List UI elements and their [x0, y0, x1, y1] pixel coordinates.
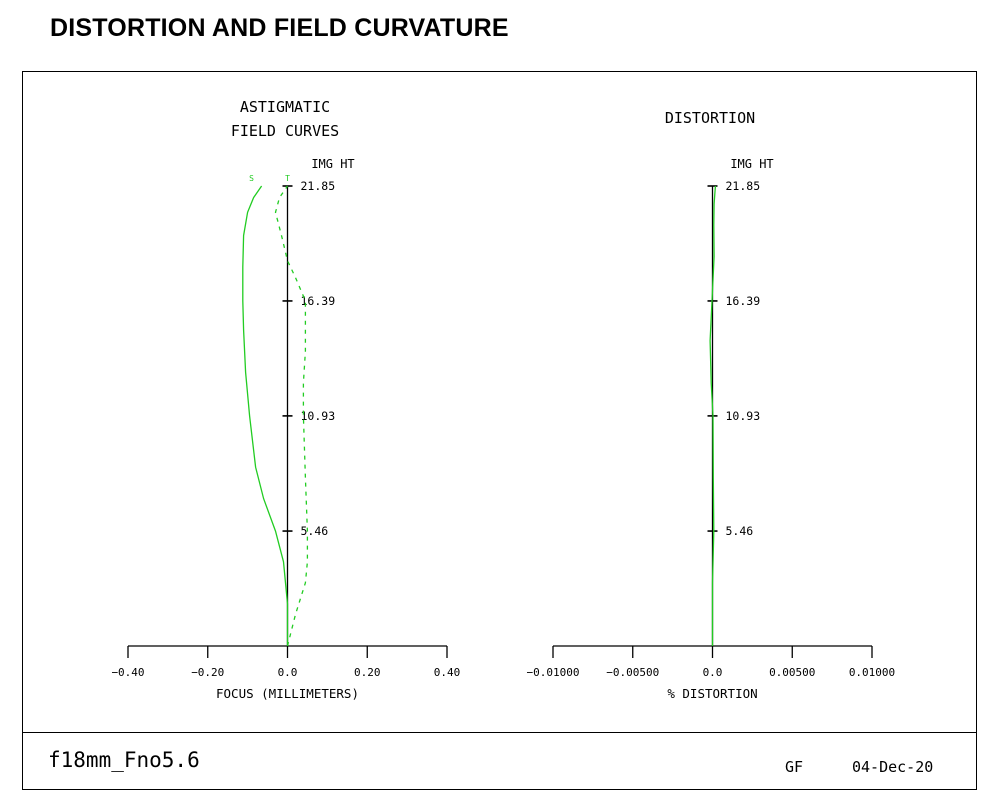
- chart-title: ASTIGMATIC: [240, 98, 330, 116]
- y-tick-label: 21.85: [726, 179, 761, 193]
- x-tick-label: 0.0: [278, 666, 298, 679]
- x-axis-label: % DISTORTION: [667, 686, 757, 701]
- x-tick-label: 0.40: [434, 666, 461, 679]
- plot-date: 04-Dec-20: [852, 758, 934, 776]
- x-tick-label: −0.40: [111, 666, 144, 679]
- astigmatic-field-curves-chart: ASTIGMATIC FIELD CURVES IMG HT −0.40 −0.20 0.…: [111, 98, 460, 701]
- y-tick-label: 5.46: [726, 524, 754, 538]
- x-axis-label: FOCUS (MILLIMETERS): [216, 686, 359, 701]
- plot-frame: f18mm_Fno5.6 GF 04-Dec-20: [22, 71, 977, 790]
- series-label: S: [249, 174, 254, 183]
- x-tick-label: −0.20: [191, 666, 224, 679]
- y-tick-label: 5.46: [301, 524, 329, 538]
- chart-title: FIELD CURVES: [231, 122, 339, 140]
- lens-name: f18mm_Fno5.6: [48, 748, 200, 772]
- x-tick-label: 0.00500: [769, 666, 815, 679]
- x-tick-label: −0.01000: [527, 666, 580, 679]
- y-tick-label: 10.93: [726, 409, 761, 423]
- y-tick-label: 16.39: [301, 294, 336, 308]
- page-title: DISTORTION AND FIELD CURVATURE: [50, 14, 509, 42]
- x-tick-label: 0.0: [703, 666, 723, 679]
- y-tick-label: 21.85: [301, 179, 336, 193]
- x-tick-label: −0.00500: [606, 666, 659, 679]
- designer-initials: GF: [785, 758, 804, 776]
- series-line: [274, 185, 309, 647]
- series-line: [242, 185, 289, 646]
- distortion-chart: DISTORTION IMG HT −0.01000 −0.00500 0.0 0.005…: [527, 109, 896, 701]
- y-tick-label: 10.93: [301, 409, 336, 423]
- x-tick-label: 0.20: [354, 666, 381, 679]
- y-axis-title: IMG HT: [730, 157, 773, 171]
- chart-title: DISTORTION: [665, 109, 755, 127]
- y-tick-label: 16.39: [726, 294, 761, 308]
- y-axis-title: IMG HT: [311, 157, 354, 171]
- x-tick-label: 0.01000: [849, 666, 895, 679]
- footer-divider: [23, 732, 976, 733]
- series-line: [709, 185, 717, 646]
- series-label: T: [285, 174, 290, 183]
